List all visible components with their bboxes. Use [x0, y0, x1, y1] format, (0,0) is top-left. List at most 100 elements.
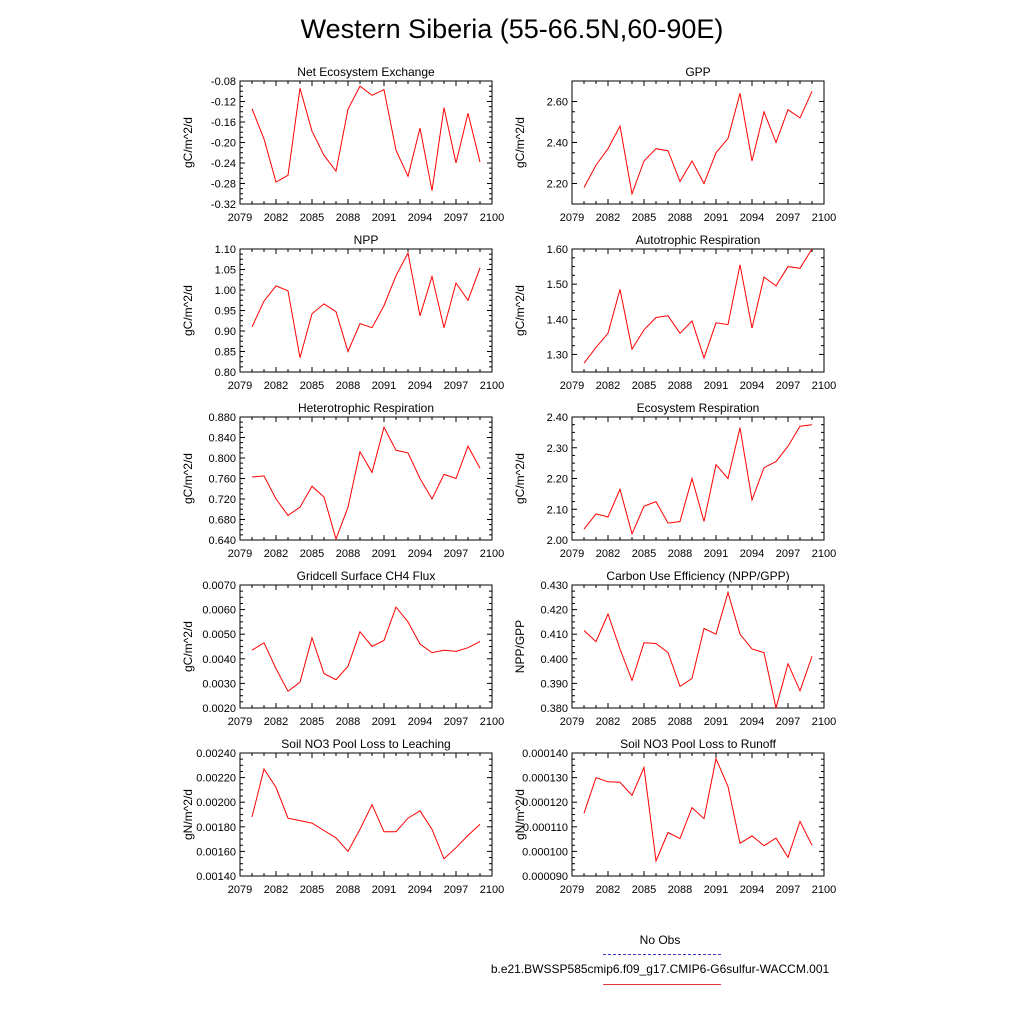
x-tick-label: 2091 — [704, 884, 728, 896]
series-line — [583, 590, 813, 709]
x-tick-label: 2082 — [264, 380, 288, 392]
x-tick-label: 2094 — [740, 716, 764, 728]
x-tick-label: 2079 — [560, 212, 584, 224]
y-tick-label: 0.000140 — [522, 748, 568, 760]
y-axis-label: NPP/GPP — [513, 620, 527, 673]
y-axis-label: gC/m^2/d — [513, 453, 527, 504]
x-tick-label: 2097 — [776, 884, 800, 896]
y-tick-label: 0.85 — [215, 347, 236, 359]
x-tick-label: 2091 — [372, 380, 396, 392]
y-tick-label: 0.640 — [208, 535, 236, 547]
y-tick-label: 0.95 — [215, 306, 236, 318]
y-axis-label: gC/m^2/d — [181, 453, 195, 504]
panel-10: Soil NO3 Pool Loss to Runoff 2079 2082 2085… — [513, 737, 836, 896]
y-tick-label: 0.80 — [215, 367, 236, 379]
x-tick-label: 2091 — [372, 548, 396, 560]
y-tick-label: 0.0060 — [202, 605, 236, 617]
y-tick-label: 1.40 — [547, 314, 568, 326]
x-tick-label: 2079 — [228, 212, 252, 224]
x-tick-label: 2091 — [372, 884, 396, 896]
series-line — [251, 767, 481, 860]
y-tick-label: 0.000100 — [522, 846, 568, 858]
y-tick-label: 0.000110 — [523, 822, 568, 834]
y-tick-label: 0.000120 — [522, 797, 568, 809]
y-tick-label: 0.400 — [540, 654, 568, 666]
x-tick-label: 2100 — [812, 884, 836, 896]
y-axis-label: gN/m^2/d — [513, 789, 527, 840]
y-tick-label: 0.840 — [208, 433, 236, 445]
panel-title: Autotrophic Respiration — [636, 233, 761, 247]
plot-frame — [571, 416, 825, 541]
panel-7: Gridcell Surface CH4 Flux 2079 2082 2085 208… — [181, 569, 504, 728]
y-tick-label: 0.00240 — [196, 748, 236, 760]
x-tick-label: 2100 — [812, 380, 836, 392]
x-tick-label: 2085 — [300, 548, 324, 560]
plot-frame — [239, 80, 493, 205]
x-tick-label: 2088 — [336, 884, 360, 896]
plot-frame — [571, 584, 825, 709]
x-tick-label: 2091 — [704, 380, 728, 392]
x-tick-label: 2085 — [632, 212, 656, 224]
legend-case-label: b.e21.BWSSP585cmip6.f09_g17.CMIP6-G6sulf… — [490, 962, 830, 976]
x-tick-label: 2088 — [668, 212, 692, 224]
y-tick-label: 0.00180 — [196, 822, 236, 834]
x-tick-label: 2085 — [632, 548, 656, 560]
y-tick-label: 1.00 — [215, 285, 236, 297]
y-tick-label: 0.000090 — [522, 871, 568, 883]
y-tick-label: 0.0020 — [202, 703, 236, 715]
x-tick-label: 2082 — [596, 212, 620, 224]
x-tick-label: 2100 — [480, 884, 504, 896]
x-tick-label: 2079 — [228, 884, 252, 896]
y-tick-label: 0.00140 — [196, 871, 236, 883]
y-tick-label: 1.10 — [215, 244, 236, 256]
x-tick-label: 2085 — [632, 884, 656, 896]
x-tick-label: 2088 — [668, 884, 692, 896]
x-tick-label: 2079 — [560, 884, 584, 896]
y-tick-label: -0.08 — [211, 76, 236, 88]
x-tick-label: 2091 — [704, 716, 728, 728]
plot-frame — [239, 584, 493, 709]
x-tick-label: 2088 — [336, 212, 360, 224]
series-line — [583, 91, 813, 196]
y-axis-label: gN/m^2/d — [181, 789, 195, 840]
x-tick-label: 2100 — [480, 212, 504, 224]
y-tick-label: 0.380 — [540, 703, 568, 715]
x-tick-label: 2094 — [740, 380, 764, 392]
y-tick-label: 0.410 — [540, 629, 568, 641]
panel-title: Net Ecosystem Exchange — [297, 65, 435, 79]
y-tick-label: 0.800 — [208, 453, 236, 465]
y-tick-label: 0.000130 — [522, 773, 568, 785]
y-axis-label: gC/m^2/d — [513, 285, 527, 336]
x-tick-label: 2100 — [812, 212, 836, 224]
y-tick-label: 2.40 — [547, 412, 568, 424]
legend-case-line — [603, 984, 721, 985]
y-tick-label: -0.20 — [211, 138, 236, 150]
x-tick-label: 2085 — [300, 380, 324, 392]
x-tick-label: 2079 — [560, 380, 584, 392]
series-line — [251, 606, 481, 693]
plot-frame — [239, 248, 493, 373]
y-axis-label: gC/m^2/d — [181, 621, 195, 672]
panel-2: GPP 2079 2082 2085 2088 2091 2094 2097 2100 2.20 2… — [513, 65, 836, 224]
y-tick-label: 2.60 — [547, 97, 568, 109]
x-tick-label: 2100 — [480, 716, 504, 728]
panel-title: Soil NO3 Pool Loss to Leaching — [281, 737, 450, 751]
x-tick-label: 2079 — [560, 716, 584, 728]
series-line — [583, 757, 813, 863]
x-tick-label: 2091 — [372, 716, 396, 728]
x-tick-label: 2100 — [480, 548, 504, 560]
plot-frame — [571, 752, 825, 877]
x-tick-label: 2088 — [668, 716, 692, 728]
x-tick-label: 2100 — [812, 716, 836, 728]
y-tick-label: 0.390 — [540, 678, 568, 690]
x-tick-label: 2082 — [596, 716, 620, 728]
y-tick-label: -0.32 — [211, 199, 236, 211]
x-tick-label: 2079 — [228, 548, 252, 560]
x-tick-label: 2094 — [740, 548, 764, 560]
x-tick-label: 2100 — [480, 380, 504, 392]
x-tick-label: 2097 — [444, 548, 468, 560]
x-tick-label: 2088 — [668, 548, 692, 560]
x-tick-label: 2085 — [300, 884, 324, 896]
y-tick-label: -0.24 — [211, 158, 236, 170]
